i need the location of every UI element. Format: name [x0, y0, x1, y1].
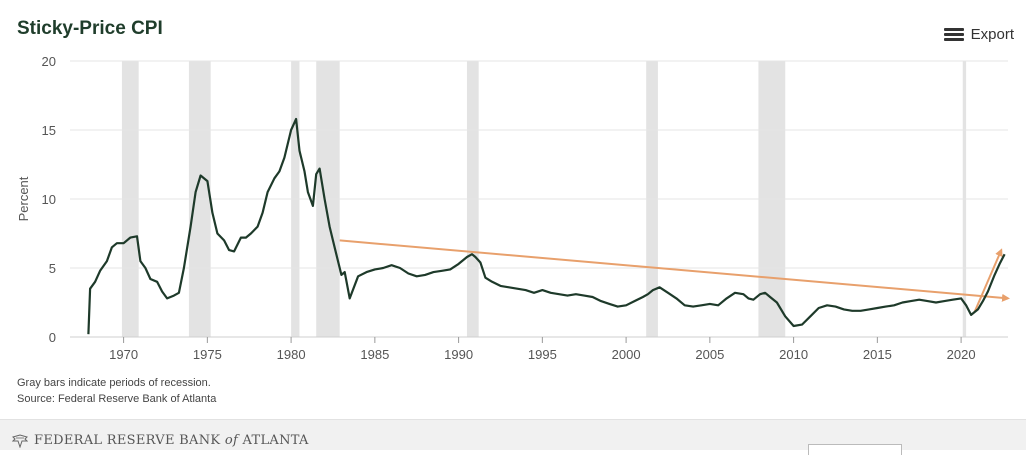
- export-button[interactable]: Export: [943, 26, 1014, 43]
- series-lines: [87, 117, 1006, 335]
- sticky-price-cpi-chart: 0 5 10 15 20 1970 1975 1980 1985 1990 1995 2000 200…: [16, 54, 1010, 362]
- sticky-price-cpi-line: [87, 117, 1006, 335]
- y-tick-label: 15: [42, 123, 56, 138]
- y-axis: 0 5 10 15 20: [42, 54, 56, 345]
- trend-arrow: [339, 239, 1010, 302]
- grid-lines: [70, 60, 1008, 338]
- y-tick-label: 0: [49, 330, 56, 345]
- logo-text-suffix: ATLANTA: [238, 433, 309, 448]
- export-label: Export: [970, 26, 1014, 43]
- x-tick-label: 1970: [109, 347, 138, 362]
- x-tick-label: 2020: [947, 347, 976, 362]
- trend-arrow: [973, 248, 1003, 313]
- x-tick-label: 1980: [277, 347, 306, 362]
- chart-title: Sticky-Price CPI: [17, 18, 163, 39]
- y-tick-label: 10: [42, 192, 56, 207]
- y-axis-label: Percent: [16, 176, 31, 221]
- x-tick-label: 1990: [444, 347, 473, 362]
- eagle-seal-icon: [12, 433, 28, 448]
- menu-icon: [943, 27, 964, 42]
- logo-text-prefix: FEDERAL RESERVE BANK: [34, 433, 225, 448]
- x-tick-label: 1985: [360, 347, 389, 362]
- x-tick-label: 1975: [193, 347, 222, 362]
- x-tick-label: 2000: [612, 347, 641, 362]
- y-tick-label: 20: [42, 54, 56, 69]
- y-tick-label: 5: [49, 261, 56, 276]
- chart-notes: Gray bars indicate periods of recession.…: [17, 375, 216, 407]
- frb-atlanta-logo[interactable]: FEDERAL RESERVE BANK of ATLANTA: [12, 433, 309, 448]
- footer-search-box[interactable]: [808, 444, 902, 455]
- logo-text-of: of: [224, 433, 239, 448]
- x-tick-label: 1995: [528, 347, 557, 362]
- x-tick-label: 2010: [779, 347, 808, 362]
- page-footer: FEDERAL RESERVE BANK of ATLANTA: [0, 419, 1026, 455]
- x-tick-label: 2015: [863, 347, 892, 362]
- x-tick-label: 2005: [695, 347, 724, 362]
- trend-arrows: [339, 239, 1010, 313]
- x-axis: 1970 1975 1980 1985 1990 1995 2000 2005 2010 2015…: [109, 337, 976, 362]
- source-note: Source: Federal Reserve Bank of Atlanta: [17, 393, 217, 405]
- recession-note: Gray bars indicate periods of recession.: [17, 377, 211, 389]
